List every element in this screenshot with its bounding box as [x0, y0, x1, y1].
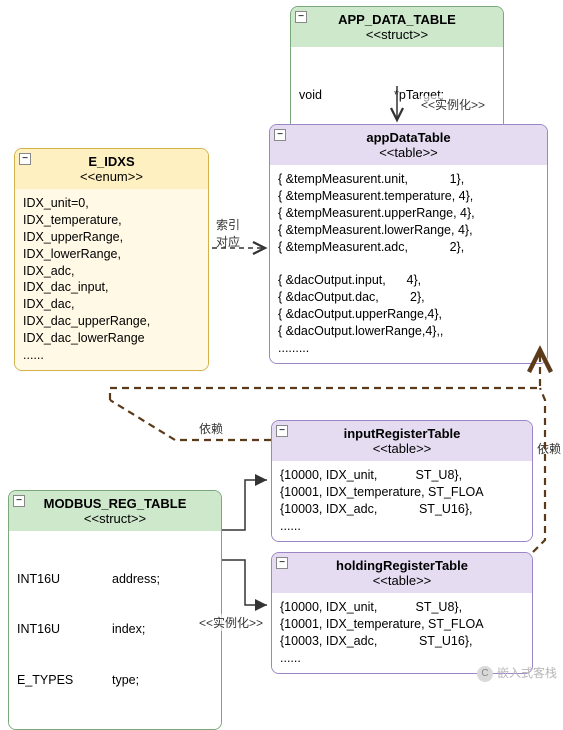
enum-e-idxs: − E_IDXS <<enum>> IDX_unit=0, IDX_temper…	[14, 148, 209, 371]
struct-body: INT16Uaddress; INT16Uindex; E_TYPEStype;	[9, 531, 221, 729]
table-body: {10000, IDX_unit, ST_U8}, {10001, IDX_te…	[272, 461, 532, 541]
table-title: holdingRegisterTable	[280, 558, 524, 573]
enum-stereotype: <<enum>>	[23, 169, 200, 184]
struct-stereotype: <<struct>>	[299, 27, 495, 42]
watermark-text: 嵌入式客栈	[497, 666, 557, 680]
collapse-icon[interactable]: −	[276, 557, 288, 569]
struct-stereotype: <<struct>>	[17, 511, 213, 526]
table-appdatatable: − appDataTable <<table>> { &tempMeasuren…	[269, 124, 548, 364]
collapse-icon[interactable]: −	[274, 129, 286, 141]
struct-header: − MODBUS_REG_TABLE <<struct>>	[9, 491, 221, 531]
table-stereotype: <<table>>	[280, 573, 524, 588]
struct-modbus-reg-table: − MODBUS_REG_TABLE <<struct>> INT16Uaddr…	[8, 490, 222, 730]
table-header: − holdingRegisterTable <<table>>	[272, 553, 532, 593]
collapse-icon[interactable]: −	[276, 425, 288, 437]
table-holdingregister: − holdingRegisterTable <<table>> {10000,…	[271, 552, 533, 674]
table-body: {10000, IDX_unit, ST_U8}, {10001, IDX_te…	[272, 593, 532, 673]
table-header: − appDataTable <<table>>	[270, 125, 547, 165]
collapse-icon[interactable]: −	[13, 495, 25, 507]
enum-body: IDX_unit=0, IDX_temperature, IDX_upperRa…	[15, 189, 208, 370]
collapse-icon[interactable]: −	[295, 11, 307, 23]
struct-header: − APP_DATA_TABLE <<struct>>	[291, 7, 503, 47]
edge-label-depend1: 依赖	[198, 420, 224, 437]
table-title: inputRegisterTable	[280, 426, 524, 441]
edge-label-instantiate1: <<实例化>>	[420, 96, 486, 113]
struct-title: APP_DATA_TABLE	[299, 12, 495, 27]
watermark: C 嵌入式客栈	[477, 664, 557, 682]
table-inputregister: − inputRegisterTable <<table>> {10000, I…	[271, 420, 533, 542]
edge-label-depend2: 依赖	[536, 440, 562, 457]
table-body: { &tempMeasurent.unit, 1}, { &tempMeasur…	[270, 165, 547, 363]
table-stereotype: <<table>>	[278, 145, 539, 160]
table-header: − inputRegisterTable <<table>>	[272, 421, 532, 461]
edge-label-instantiate2: <<实例化>>	[198, 614, 264, 631]
watermark-icon: C	[477, 666, 493, 682]
edge-label-indexmap: 索引 对应	[215, 216, 241, 250]
enum-title: E_IDXS	[23, 154, 200, 169]
collapse-icon[interactable]: −	[19, 153, 31, 165]
table-title: appDataTable	[278, 130, 539, 145]
enum-header: − E_IDXS <<enum>>	[15, 149, 208, 189]
struct-title: MODBUS_REG_TABLE	[17, 496, 213, 511]
table-stereotype: <<table>>	[280, 441, 524, 456]
